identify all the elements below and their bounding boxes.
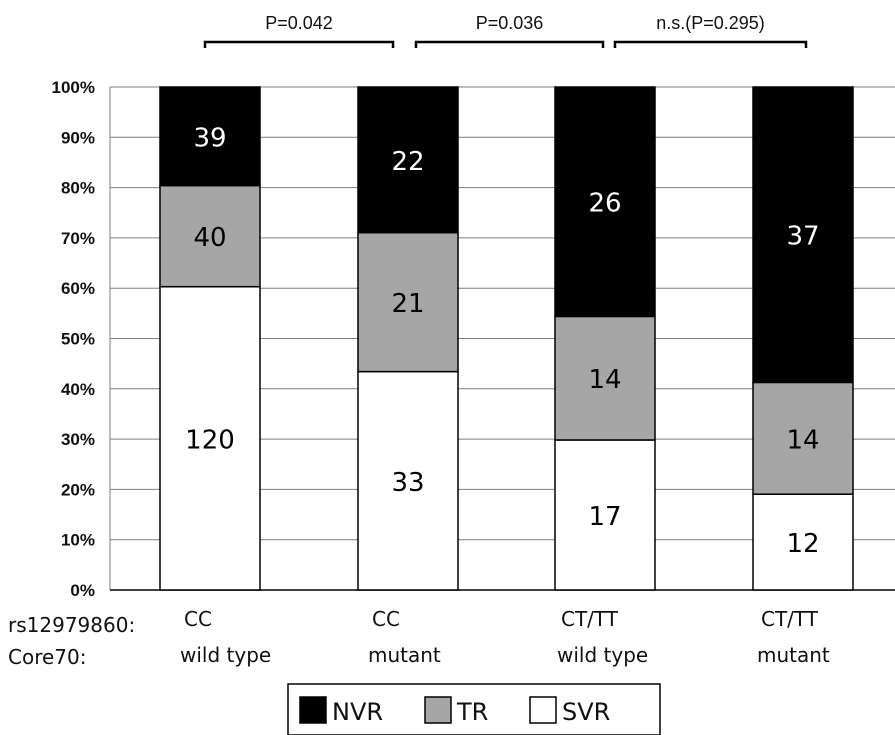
y-tick-label: 40% bbox=[61, 380, 95, 399]
category-label-genotype: CC bbox=[372, 607, 400, 631]
legend-swatch bbox=[299, 696, 327, 724]
legend-swatch bbox=[529, 696, 557, 724]
category-label-core70: wild type bbox=[180, 643, 271, 667]
bar-value-label: 40 bbox=[193, 223, 226, 253]
category-label-core70: mutant bbox=[368, 643, 441, 667]
y-tick-label: 10% bbox=[61, 531, 95, 550]
bar-value-label: 37 bbox=[786, 222, 819, 252]
y-tick-label: 30% bbox=[61, 430, 95, 449]
y-tick-label: 60% bbox=[61, 279, 95, 298]
bar-segment bbox=[752, 86, 854, 384]
bar-value-label: 120 bbox=[185, 425, 235, 455]
bar-value-label: 14 bbox=[588, 365, 621, 395]
bar-segment bbox=[159, 86, 261, 187]
category-label-genotype: CT/TT bbox=[561, 607, 619, 631]
legend-box bbox=[287, 683, 661, 735]
comparison-bracket bbox=[613, 40, 808, 48]
legend-label: TR bbox=[456, 698, 488, 726]
row-label-rs12979860: rs12979860: bbox=[8, 613, 135, 637]
legend-label: SVR bbox=[562, 698, 610, 726]
bar-segment bbox=[159, 184, 261, 288]
y-tick-label: 100% bbox=[52, 78, 95, 97]
category-label-genotype: CC bbox=[184, 607, 212, 631]
bar-value-label: 22 bbox=[391, 147, 424, 177]
bar-segment bbox=[554, 439, 656, 591]
bar-segment bbox=[357, 231, 459, 373]
bar-segment bbox=[357, 86, 459, 234]
bar-value-label: 39 bbox=[193, 123, 226, 153]
legend-swatch bbox=[424, 696, 452, 724]
y-tick-label: 90% bbox=[61, 128, 95, 147]
y-tick-label: 20% bbox=[61, 480, 95, 499]
y-tick-label: 70% bbox=[61, 229, 95, 248]
p-value-label: P=0.036 bbox=[476, 13, 544, 33]
bar-segment bbox=[554, 86, 656, 318]
bar-value-label: 12 bbox=[786, 529, 819, 559]
bar-segment bbox=[159, 285, 261, 591]
category-label-core70: mutant bbox=[757, 643, 830, 667]
bar-value-label: 14 bbox=[786, 425, 819, 455]
p-value-label: n.s.(P=0.295) bbox=[656, 13, 765, 33]
p-value-label: P=0.042 bbox=[265, 13, 333, 33]
row-label-core70: Core70: bbox=[8, 645, 86, 669]
comparison-bracket bbox=[203, 40, 395, 48]
category-label-core70: wild type bbox=[557, 643, 648, 667]
bar-value-label: 26 bbox=[588, 189, 621, 219]
comparison-bracket bbox=[414, 40, 605, 48]
y-tick-label: 80% bbox=[61, 179, 95, 198]
legend-label: NVR bbox=[332, 698, 383, 726]
y-tick-label: 50% bbox=[61, 330, 95, 349]
bar-value-label: 21 bbox=[391, 289, 424, 319]
category-label-genotype: CT/TT bbox=[761, 607, 819, 631]
y-tick-label: 0% bbox=[70, 581, 95, 600]
bar-segment bbox=[752, 493, 854, 591]
bar-segment bbox=[357, 370, 459, 591]
bar-segment bbox=[554, 315, 656, 441]
bar-value-label: 33 bbox=[391, 468, 424, 498]
bar-value-label: 17 bbox=[588, 502, 621, 532]
